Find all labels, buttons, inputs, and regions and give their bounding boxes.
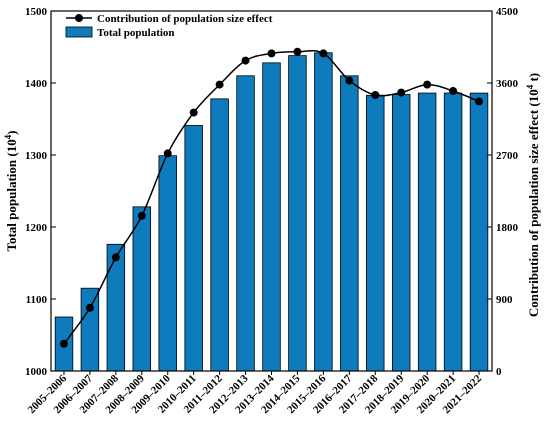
legend: Contribution of population size effect To… — [65, 13, 273, 39]
legend-bar-label: Total population — [97, 27, 175, 39]
bars-layer — [54, 52, 489, 372]
line-point-15 — [449, 87, 458, 95]
bar-8 — [262, 62, 281, 372]
left-axis-title: Total population (104) — [3, 130, 19, 251]
right-axis-title: Contribution of population size effect (… — [525, 73, 541, 317]
left-tick-label-5: 1500 — [25, 6, 48, 18]
right-tick-label-5: 4500 — [496, 6, 519, 18]
right-tick-label-1: 900 — [496, 294, 513, 306]
line-point-10 — [319, 49, 328, 58]
line-point-2 — [111, 253, 120, 262]
bar-2 — [106, 243, 126, 372]
bar-13 — [391, 94, 411, 372]
bar-12 — [366, 94, 385, 372]
right-tick-label-4: 3600 — [496, 78, 519, 90]
left-tick-label-4: 1400 — [25, 78, 48, 90]
bar-16 — [469, 92, 489, 372]
line-point-5 — [189, 108, 198, 117]
left-tick-label-2: 1200 — [25, 222, 48, 234]
line-point-7 — [241, 56, 250, 65]
left-tick-label-1: 1100 — [26, 294, 48, 306]
bar-4 — [158, 155, 177, 372]
line-point-11 — [345, 76, 354, 85]
bar-14 — [417, 92, 437, 372]
right-tick-label-3: 2700 — [496, 150, 519, 162]
right-tick-label-2: 1800 — [496, 222, 519, 234]
line-point-8 — [267, 49, 276, 58]
bar-5 — [184, 125, 203, 372]
bar-11 — [340, 75, 359, 372]
bar-3 — [132, 206, 152, 372]
line-point-16 — [475, 97, 484, 106]
bar-9 — [288, 55, 307, 372]
line-point-12 — [371, 91, 380, 99]
line-point-6 — [215, 80, 224, 89]
line-point-14 — [423, 80, 432, 89]
bar-6 — [210, 98, 229, 372]
legend-line-marker — [75, 14, 83, 22]
line-point-0 — [59, 339, 68, 348]
line-point-3 — [137, 211, 146, 220]
bar-1 — [80, 287, 100, 372]
line-layer — [59, 47, 484, 348]
legend-line-label: Contribution of population size effect — [97, 13, 273, 25]
bar-15 — [443, 92, 463, 372]
legend-bar-swatch — [65, 26, 93, 38]
bar-10 — [314, 52, 333, 372]
bar-7 — [236, 75, 255, 372]
line-point-1 — [85, 303, 94, 312]
line-point-13 — [397, 88, 406, 97]
line-point-9 — [293, 47, 302, 56]
left-tick-label-3: 1300 — [25, 150, 48, 162]
line-point-4 — [163, 149, 172, 158]
right-tick-label-0: 0 — [496, 366, 502, 378]
left-tick-label-0: 1000 — [25, 366, 48, 378]
